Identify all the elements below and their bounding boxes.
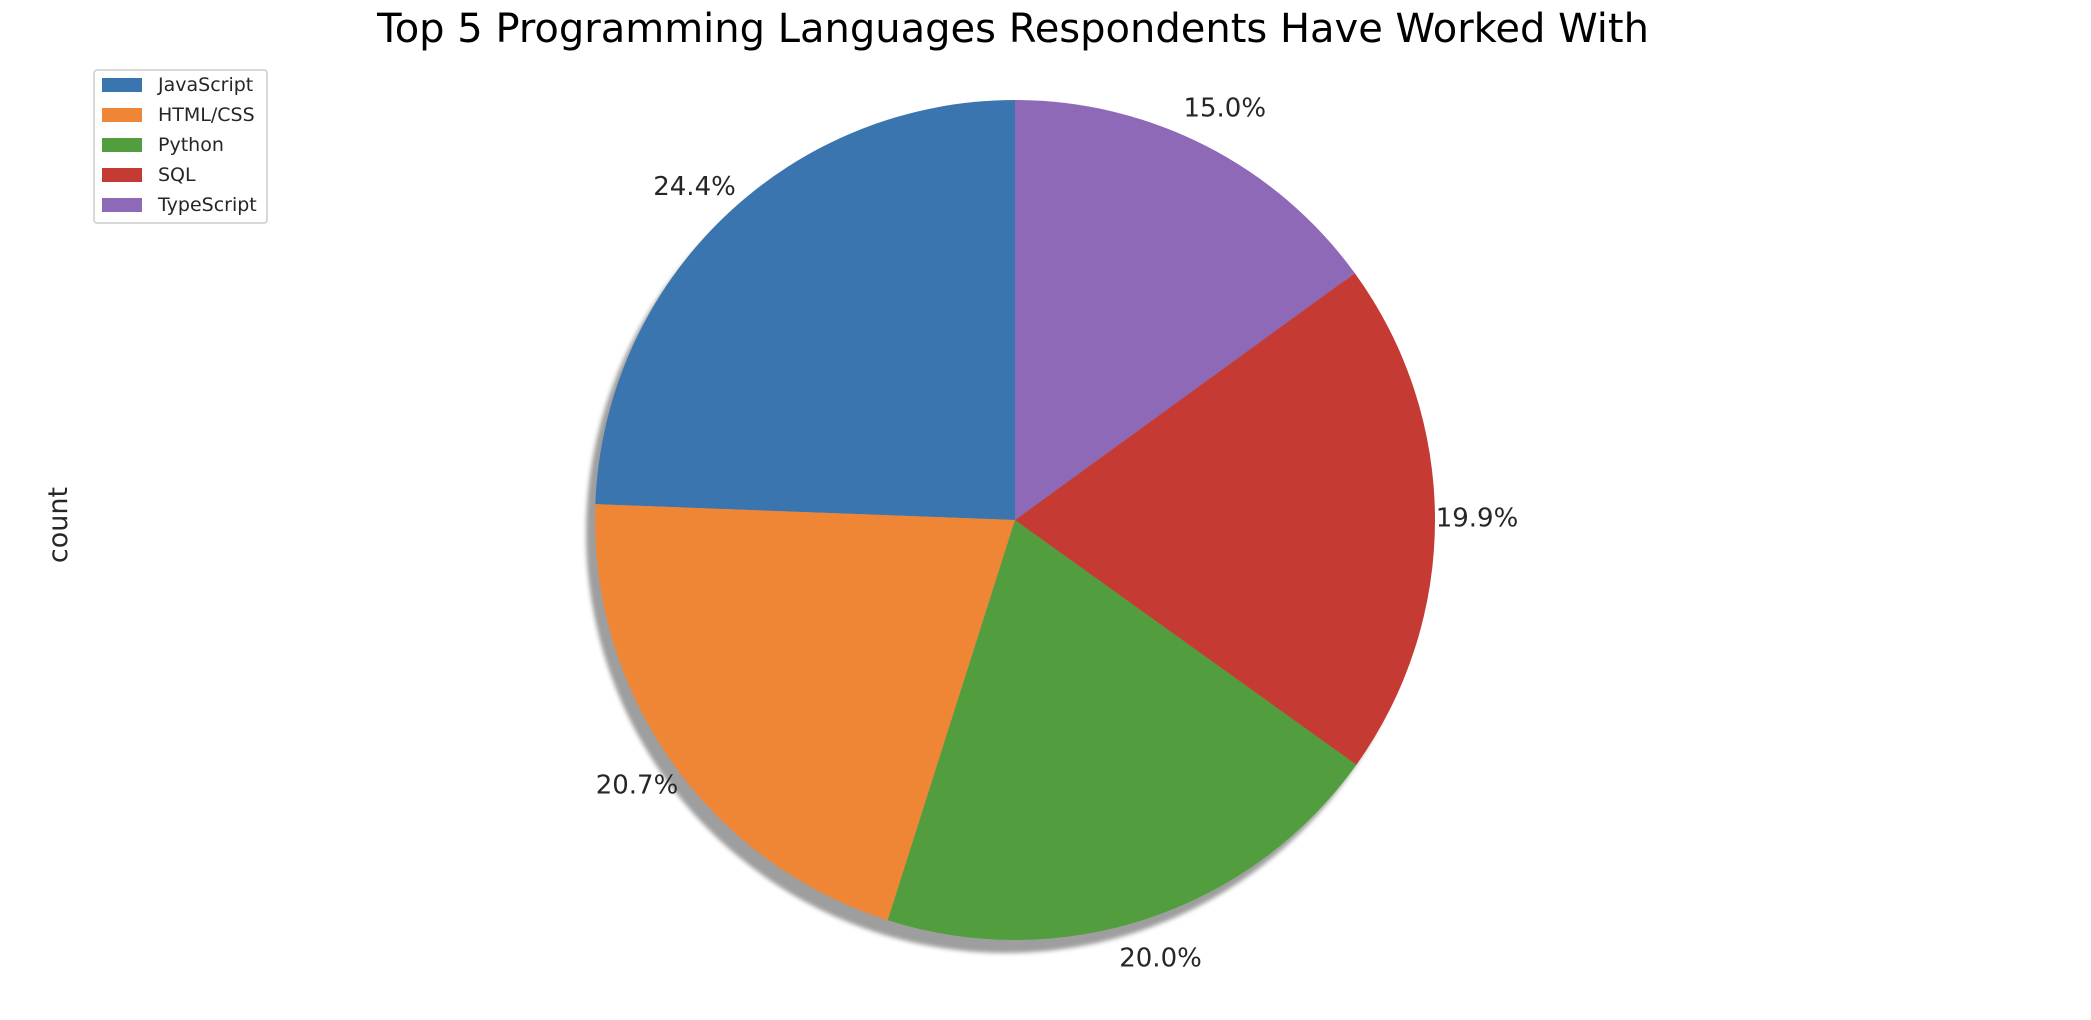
legend-entry-javascript: JavaScript: [102, 74, 253, 96]
legend-swatch-html-css: [102, 108, 142, 122]
legend-entry-python: Python: [102, 134, 224, 156]
pie-slice-sql: [1015, 273, 1436, 765]
pie-slices: [595, 100, 1436, 940]
chart-title: Top 5 Programming Languages Respondents …: [376, 6, 1649, 52]
legend-swatch-javascript: [102, 78, 142, 92]
pie-slice-typescript: [1015, 100, 1355, 520]
legend-entry-sql: SQL: [102, 164, 196, 186]
legend-entry-html-css: HTML/CSS: [102, 104, 255, 126]
pie-label-javascript: 24.4%: [653, 172, 736, 202]
legend-label-javascript: JavaScript: [157, 74, 253, 96]
pie-percentage-labels: 24.4% 20.7% 20.0% 19.9% 15.0%: [596, 93, 1519, 973]
legend-swatch-typescript: [102, 198, 142, 212]
pie-slice-javascript: [595, 100, 1015, 520]
pie-label-python: 20.0%: [1119, 943, 1202, 973]
pie-slice-python: [887, 520, 1357, 940]
pie-label-typescript: 15.0%: [1183, 93, 1266, 123]
pie-label-html-css: 20.7%: [596, 771, 679, 801]
pie-label-sql: 19.9%: [1436, 504, 1519, 534]
legend-label-sql: SQL: [158, 164, 196, 186]
legend-label-typescript: TypeScript: [157, 194, 257, 216]
pie-slice-html-css: [595, 504, 1015, 921]
legend-label-python: Python: [158, 134, 224, 156]
legend-swatch-python: [102, 138, 142, 152]
chart-legend: JavaScript HTML/CSS Python SQL TypeScript: [93, 69, 268, 224]
y-axis-label: count: [43, 487, 74, 563]
legend-label-html-css: HTML/CSS: [158, 104, 255, 126]
legend-entry-typescript: TypeScript: [102, 194, 257, 216]
legend-swatch-sql: [102, 168, 142, 182]
legend-entries: JavaScript HTML/CSS Python SQL TypeScript: [102, 74, 257, 216]
